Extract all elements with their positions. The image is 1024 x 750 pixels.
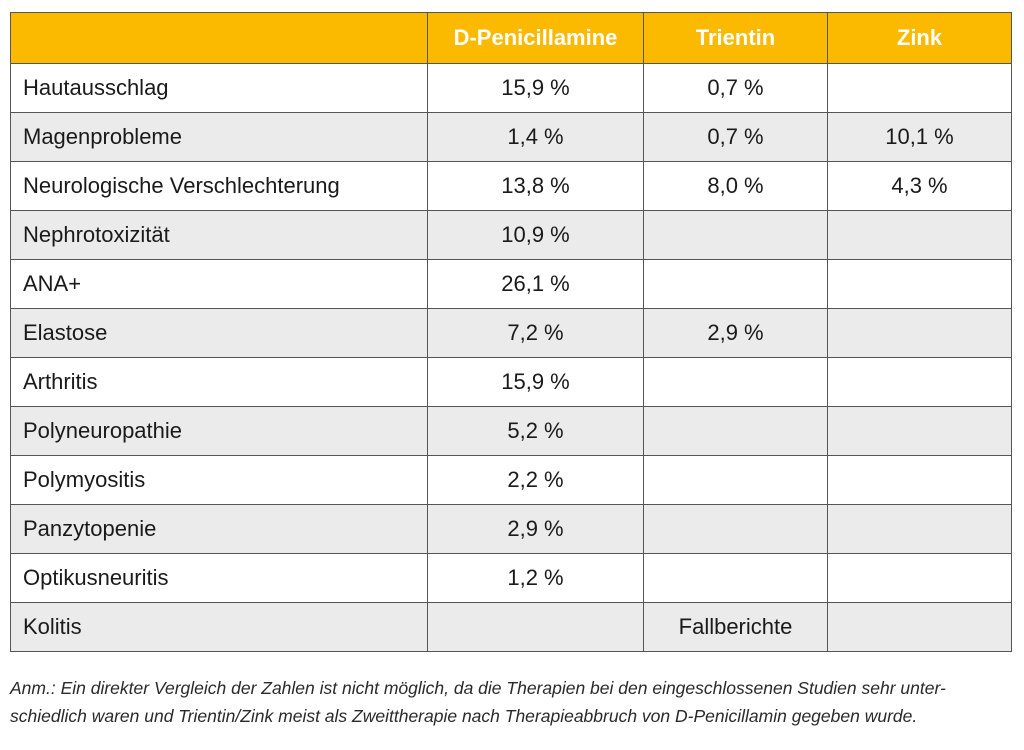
row-label: Hautausschlag xyxy=(10,63,428,113)
cell-trientin: 2,9 % xyxy=(643,308,828,358)
cell-d-penicillamine: 10,9 % xyxy=(427,210,644,260)
row-label: Optikusneuritis xyxy=(10,553,428,603)
header-zink: Zink xyxy=(827,12,1012,64)
row-label: Polyneuropathie xyxy=(10,406,428,456)
row-label: Neurologische Verschlechterung xyxy=(10,161,428,211)
cell-zink: 10,1 % xyxy=(827,112,1012,162)
table-row: Polyneuropathie 5,2 % xyxy=(10,406,1012,456)
table-row: Kolitis Fallberichte xyxy=(10,602,1012,652)
table-row: Neurologische Verschlechterung 13,8 % 8,… xyxy=(10,161,1012,211)
footnote-line-2: schiedlich waren und Trientin/Zink meist… xyxy=(10,706,918,726)
row-label: Elastose xyxy=(10,308,428,358)
cell-zink xyxy=(827,63,1012,113)
cell-zink xyxy=(827,504,1012,554)
cell-d-penicillamine: 15,9 % xyxy=(427,63,644,113)
header-trientin: Trientin xyxy=(643,12,828,64)
cell-zink xyxy=(827,406,1012,456)
cell-d-penicillamine: 2,2 % xyxy=(427,455,644,505)
row-label: Panzytopenie xyxy=(10,504,428,554)
row-label: ANA+ xyxy=(10,259,428,309)
cell-trientin xyxy=(643,553,828,603)
table-header-row: D-Penicillamine Trientin Zink xyxy=(10,12,1012,64)
cell-trientin: 8,0 % xyxy=(643,161,828,211)
cell-zink xyxy=(827,455,1012,505)
cell-zink xyxy=(827,259,1012,309)
cell-d-penicillamine: 26,1 % xyxy=(427,259,644,309)
cell-trientin xyxy=(643,406,828,456)
side-effects-table-container: D-Penicillamine Trientin Zink Hautaussch… xyxy=(10,12,1012,652)
cell-d-penicillamine: 1,2 % xyxy=(427,553,644,603)
cell-d-penicillamine: 13,8 % xyxy=(427,161,644,211)
cell-zink xyxy=(827,553,1012,603)
cell-d-penicillamine: 15,9 % xyxy=(427,357,644,407)
table-row: Nephrotoxizität 10,9 % xyxy=(10,210,1012,260)
row-label: Magenprobleme xyxy=(10,112,428,162)
cell-trientin: 0,7 % xyxy=(643,112,828,162)
cell-trientin xyxy=(643,455,828,505)
row-label: Kolitis xyxy=(10,602,428,652)
cell-zink xyxy=(827,602,1012,652)
cell-trientin: 0,7 % xyxy=(643,63,828,113)
cell-trientin xyxy=(643,259,828,309)
table-row: Hautausschlag 15,9 % 0,7 % xyxy=(10,63,1012,113)
footnote: Anm.: Ein direkter Vergleich der Zahlen … xyxy=(10,674,1015,730)
cell-d-penicillamine xyxy=(427,602,644,652)
table-row: Arthritis 15,9 % xyxy=(10,357,1012,407)
table-row: Elastose 7,2 % 2,9 % xyxy=(10,308,1012,358)
header-d-penicillamine: D-Penicillamine xyxy=(427,12,644,64)
table-row: Optikusneuritis 1,2 % xyxy=(10,553,1012,603)
cell-zink xyxy=(827,357,1012,407)
row-label: Nephrotoxizität xyxy=(10,210,428,260)
cell-zink: 4,3 % xyxy=(827,161,1012,211)
cell-zink xyxy=(827,210,1012,260)
cell-d-penicillamine: 7,2 % xyxy=(427,308,644,358)
cell-trientin xyxy=(643,210,828,260)
table-row: Magenprobleme 1,4 % 0,7 % 10,1 % xyxy=(10,112,1012,162)
cell-d-penicillamine: 5,2 % xyxy=(427,406,644,456)
footnote-line-1: Anm.: Ein direkter Vergleich der Zahlen … xyxy=(10,678,946,698)
table-row: Polymyositis 2,2 % xyxy=(10,455,1012,505)
side-effects-table: D-Penicillamine Trientin Zink Hautaussch… xyxy=(10,12,1012,652)
row-label: Arthritis xyxy=(10,357,428,407)
cell-d-penicillamine: 1,4 % xyxy=(427,112,644,162)
table-row: Panzytopenie 2,9 % xyxy=(10,504,1012,554)
cell-zink xyxy=(827,308,1012,358)
cell-trientin xyxy=(643,504,828,554)
cell-trientin xyxy=(643,357,828,407)
cell-d-penicillamine: 2,9 % xyxy=(427,504,644,554)
header-empty-cell xyxy=(10,12,428,64)
table-row: ANA+ 26,1 % xyxy=(10,259,1012,309)
cell-trientin: Fallberichte xyxy=(643,602,828,652)
row-label: Polymyositis xyxy=(10,455,428,505)
